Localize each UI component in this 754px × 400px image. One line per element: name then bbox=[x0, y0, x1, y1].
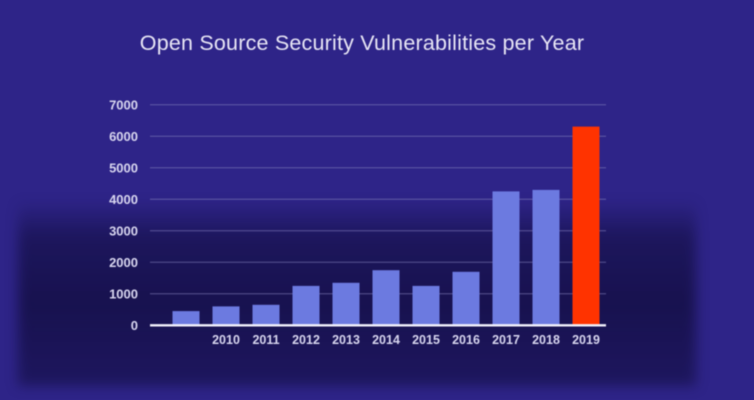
svg-text:7000: 7000 bbox=[109, 97, 138, 112]
svg-text:2017: 2017 bbox=[492, 333, 520, 347]
svg-text:2015: 2015 bbox=[412, 333, 440, 347]
svg-text:2011: 2011 bbox=[252, 333, 279, 347]
svg-text:2012: 2012 bbox=[292, 333, 320, 347]
svg-text:2019: 2019 bbox=[572, 333, 600, 347]
svg-text:3000: 3000 bbox=[109, 223, 138, 238]
svg-text:1000: 1000 bbox=[109, 286, 138, 301]
svg-text:2010: 2010 bbox=[212, 333, 240, 347]
svg-text:6000: 6000 bbox=[109, 129, 138, 144]
svg-text:5000: 5000 bbox=[109, 160, 138, 175]
svg-text:0: 0 bbox=[131, 318, 138, 333]
svg-text:2000: 2000 bbox=[109, 255, 138, 270]
svg-text:2014: 2014 bbox=[372, 333, 400, 347]
svg-text:2013: 2013 bbox=[332, 333, 360, 347]
svg-text:2018: 2018 bbox=[532, 333, 560, 347]
svg-text:2016: 2016 bbox=[452, 333, 480, 347]
svg-text:4000: 4000 bbox=[109, 192, 138, 207]
